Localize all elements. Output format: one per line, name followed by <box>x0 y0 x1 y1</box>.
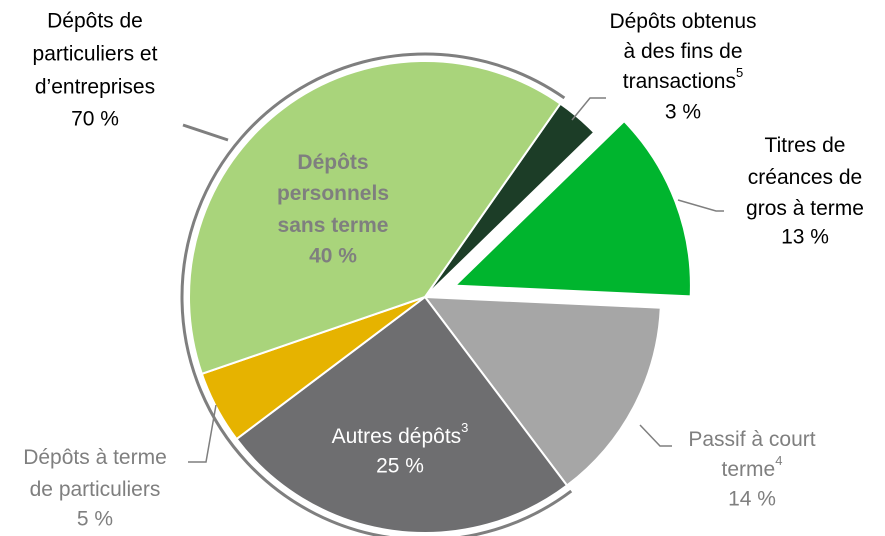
leader-line <box>639 424 672 447</box>
slice-label: Passif à court <box>688 428 815 451</box>
leader-line <box>677 199 724 212</box>
group-label: Dépôts de <box>47 10 143 33</box>
slice-label-line: Titres de <box>765 134 846 157</box>
value-label: 40 % <box>309 245 357 268</box>
slice-label: à des fins de <box>623 40 742 63</box>
footnote-marker: 3 <box>461 420 468 435</box>
slice-label: créances de <box>748 166 862 189</box>
slice-label: transactions5 <box>623 65 743 92</box>
leader-line <box>182 123 229 142</box>
value-label: 13 % <box>781 226 829 249</box>
slice-label: Dépôts <box>297 151 368 174</box>
slice-label: sans terme <box>278 214 389 237</box>
slice-label: Dépôts obtenus <box>609 10 756 33</box>
slice-label: Dépôts à terme <box>23 446 167 469</box>
slice-label-line: terme <box>722 458 776 481</box>
slice-label: gros à terme <box>746 197 864 220</box>
slice-label: Autres dépôts3 <box>332 420 469 447</box>
slice-label: de particuliers <box>30 478 161 501</box>
slice-label-line: Dépôts à terme <box>23 446 167 469</box>
slice-label-line: gros à terme <box>746 197 864 220</box>
pie-slice <box>452 119 692 298</box>
group-label: d’entreprises <box>35 76 155 99</box>
leader-line <box>188 404 217 463</box>
slice-label: Titres de <box>765 134 846 157</box>
slice-label-line: créances de <box>748 166 862 189</box>
slice-label-line: personnels <box>277 182 389 205</box>
value-label: 5 % <box>77 508 113 531</box>
slice-label-line: Dépôts obtenus <box>609 10 756 33</box>
slice-label-line: à des fins de <box>623 40 742 63</box>
slice-label-line: Dépôts <box>297 151 368 174</box>
slice-label: terme4 <box>722 453 783 480</box>
slice-label-line: Autres dépôts <box>332 425 462 448</box>
slice-label: personnels <box>277 182 389 205</box>
pie-slice <box>188 60 562 376</box>
value-label: 25 % <box>376 455 424 478</box>
value-label: 3 % <box>665 101 701 124</box>
footnote-marker: 4 <box>775 453 782 468</box>
slice-label-line: transactions <box>623 70 736 93</box>
value-label: 14 % <box>728 488 776 511</box>
leader-line <box>571 97 606 121</box>
pie-slice <box>422 295 662 487</box>
group-value-label: 70 % <box>71 108 119 131</box>
pie-slice <box>235 295 569 534</box>
group-arc <box>180 52 573 536</box>
footnote-marker: 5 <box>736 65 743 80</box>
slice-label-line: de particuliers <box>30 478 161 501</box>
slice-label-line: Passif à court <box>688 428 815 451</box>
slice-label-line: sans terme <box>278 214 389 237</box>
group-label: particuliers et <box>33 43 158 66</box>
